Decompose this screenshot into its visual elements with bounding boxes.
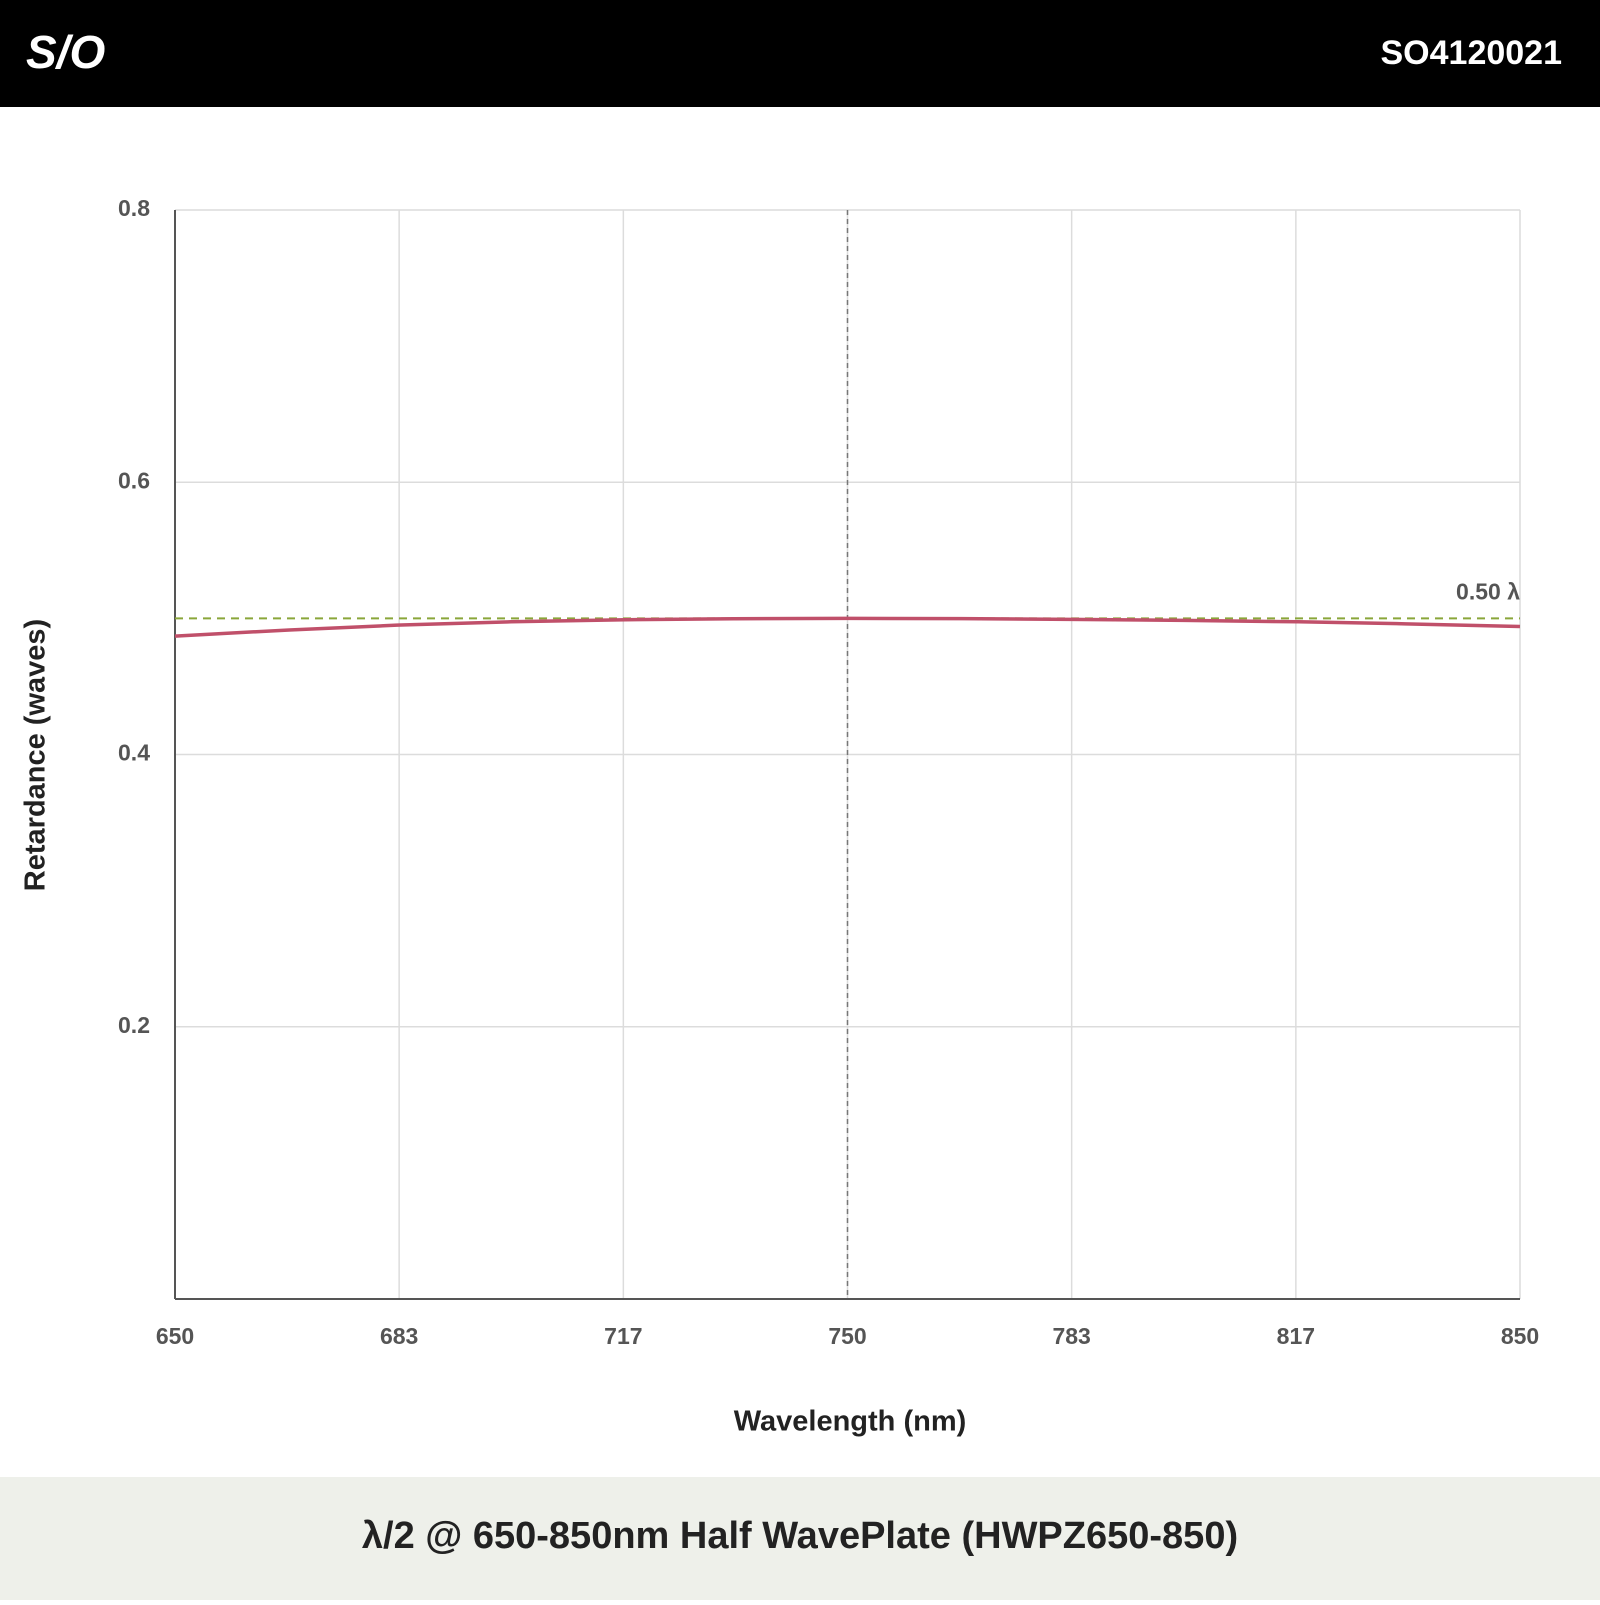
y-tick-label: 0.4	[118, 740, 150, 766]
product-code: SO4120021	[1381, 34, 1563, 72]
retardance-line	[174, 616, 1521, 638]
x-tick-label: 650	[156, 1323, 194, 1349]
y-tick-label: 0.6	[118, 467, 150, 493]
footer-bar	[0, 1477, 1600, 1600]
chart-title: λ/2 @ 650-850nm Half WavePlate (HWPZ650-…	[362, 1515, 1238, 1557]
y-tick-label: 0.2	[118, 1012, 150, 1038]
y-tick-label: 0.8	[118, 195, 150, 221]
header-bar	[0, 0, 1600, 107]
x-tick-label: 717	[604, 1323, 642, 1349]
x-tick-label: 783	[1052, 1323, 1090, 1349]
x-tick-label: 683	[380, 1323, 418, 1349]
x-tick-label: 817	[1277, 1323, 1315, 1349]
x-axis-label: Wavelength (nm)	[734, 1406, 967, 1438]
x-tick-label: 750	[828, 1323, 866, 1349]
logo: S/O	[26, 26, 105, 78]
x-tick-label: 850	[1501, 1323, 1539, 1349]
reference-label: 0.50 λ	[1456, 578, 1520, 604]
y-axis-label: Retardance (waves)	[20, 619, 52, 891]
